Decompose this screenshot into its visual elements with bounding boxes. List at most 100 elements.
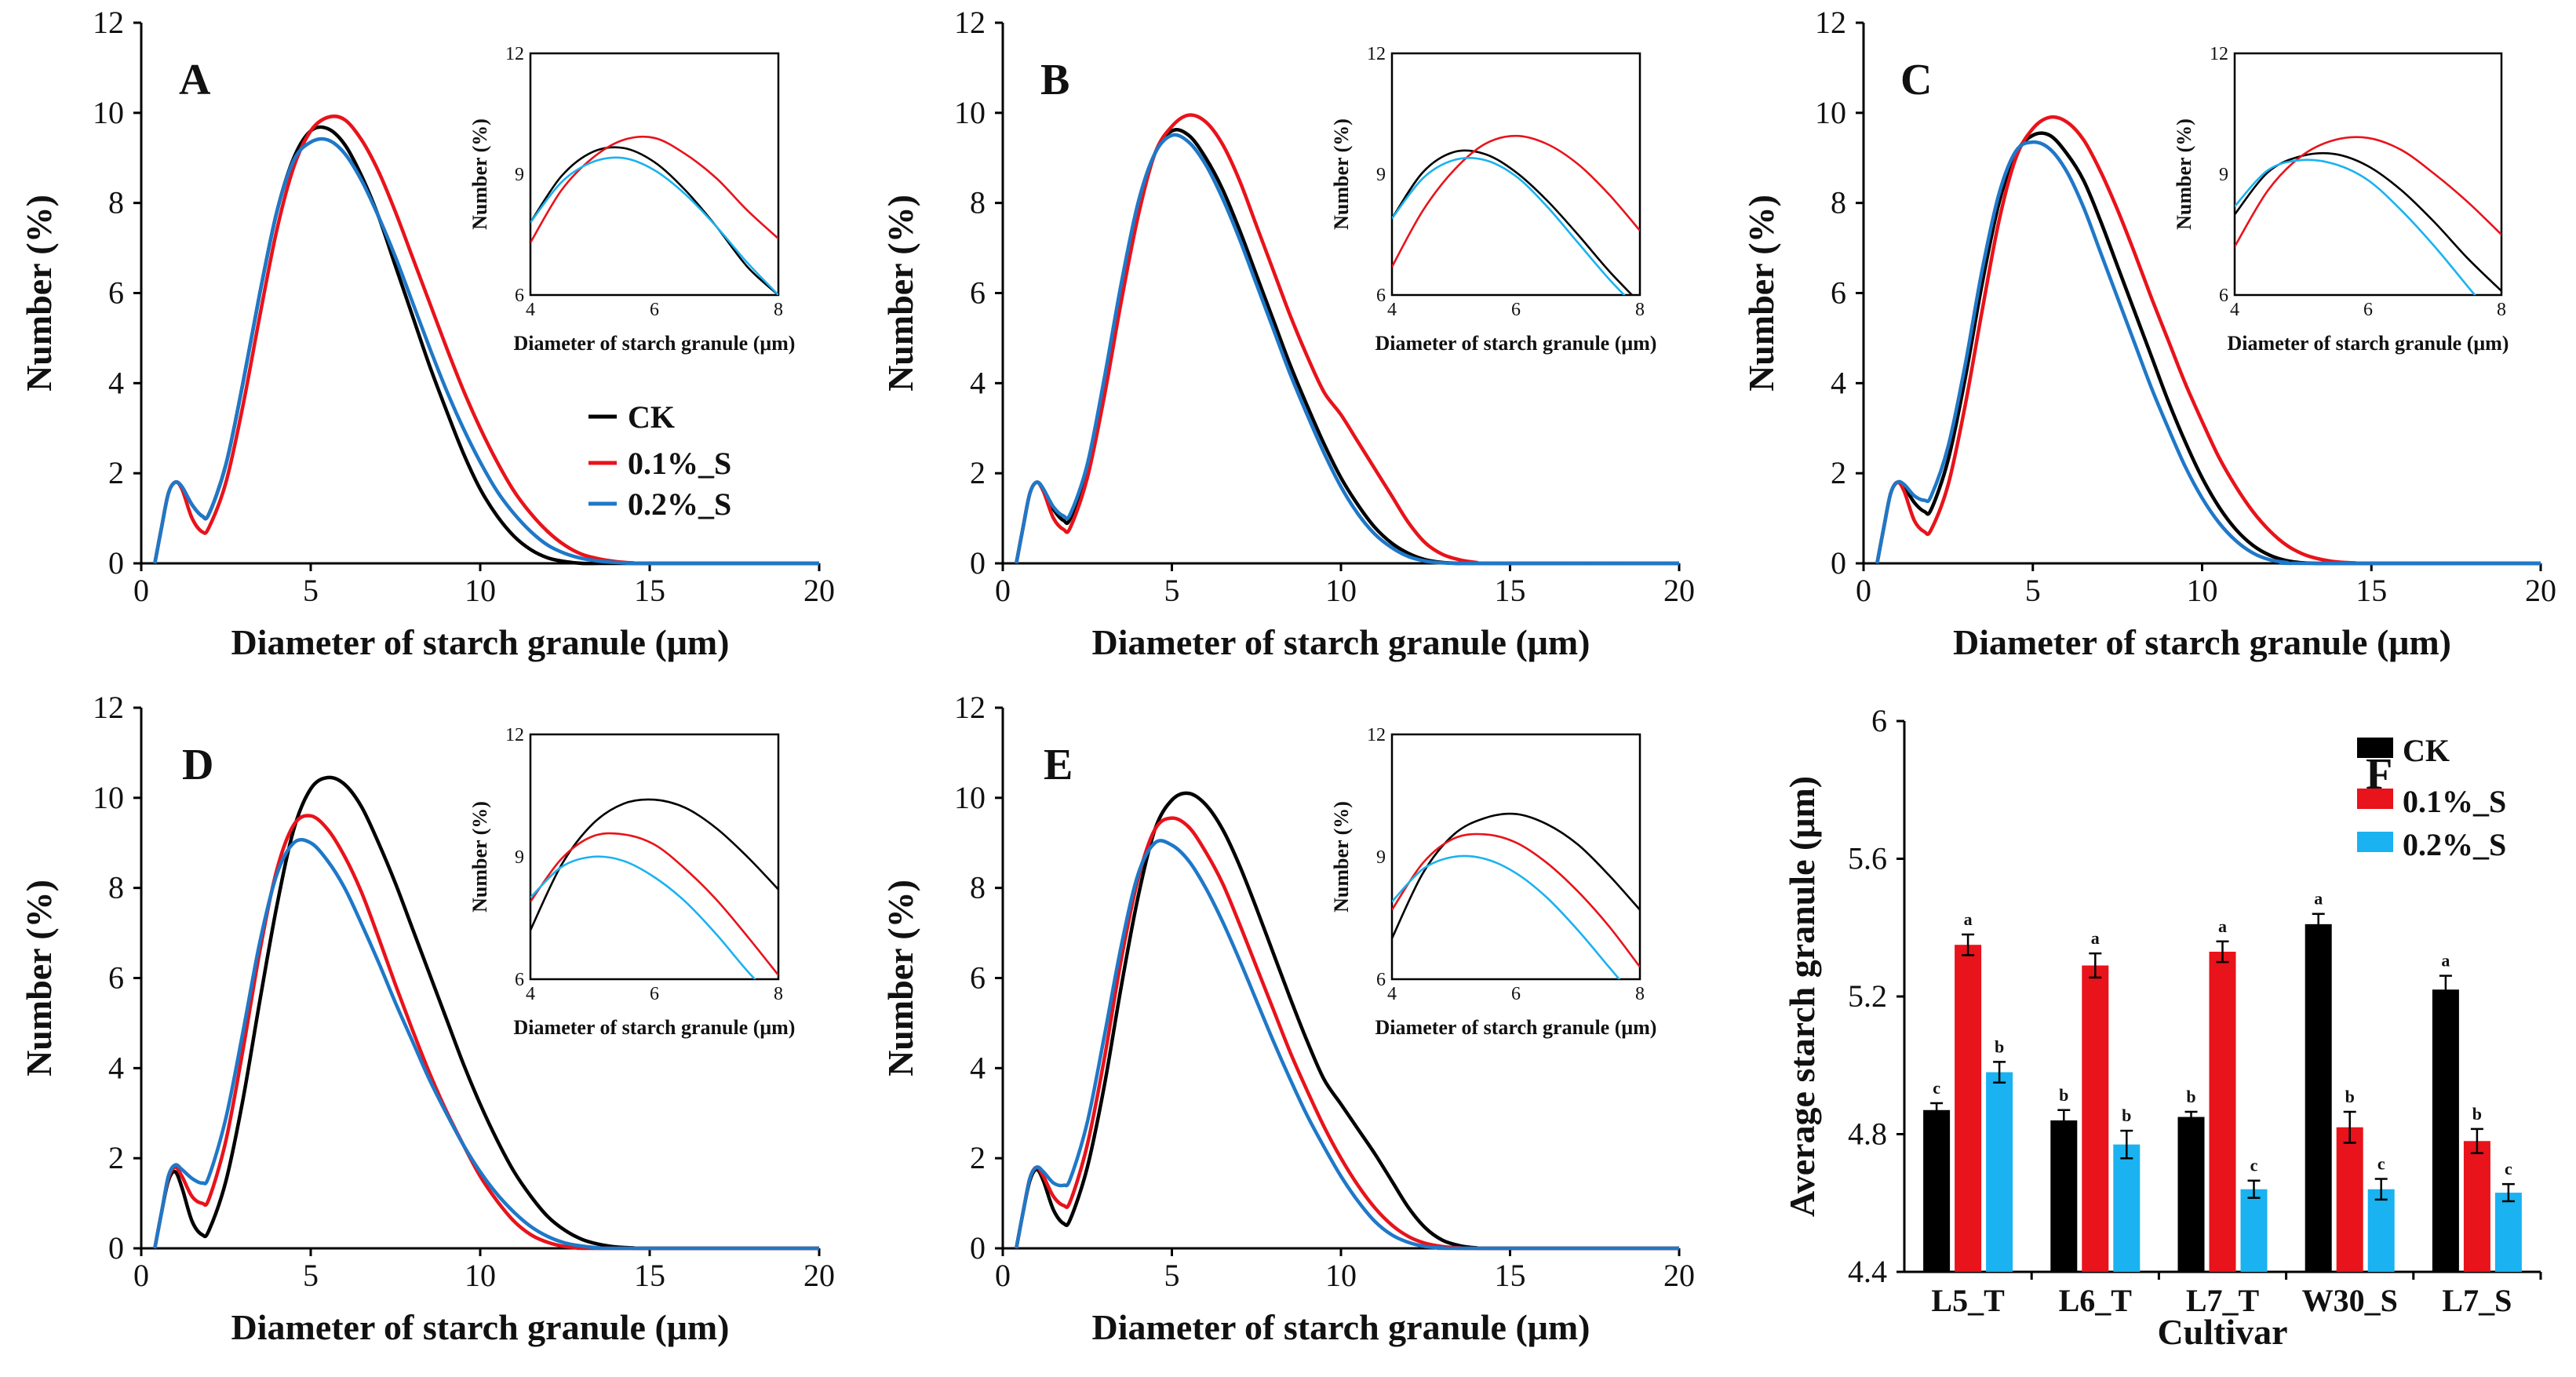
y-tick-label: 5.2: [1848, 978, 1887, 1014]
y-tick-label: 6: [1831, 275, 1846, 311]
inset-y-tick-label: 12: [505, 725, 524, 745]
inset-series-line-01_S: [1392, 832, 1640, 968]
x-tick-label: 10: [465, 1258, 496, 1293]
inset-x-axis-title: Diameter of starch granule (μm): [1375, 1016, 1657, 1039]
y-tick-label: 4: [970, 365, 986, 400]
x-tick-label: 5: [303, 573, 319, 608]
series-line-CK: [1015, 128, 1679, 566]
y-tick-label: 4: [108, 365, 124, 400]
significance-letter: b: [2345, 1087, 2355, 1106]
inset-x-tick-label: 4: [526, 984, 535, 1004]
x-category-label: L5_T: [1931, 1283, 2005, 1318]
bar-02_S-L7_T: [2240, 1189, 2268, 1272]
series-line-02_S: [1015, 133, 1679, 566]
x-axis-title: Diameter of starch granule (μm): [1953, 622, 2451, 662]
x-tick-label: 0: [995, 573, 1011, 608]
inset-y-tick-label: 6: [515, 286, 524, 306]
y-tick-label: 12: [954, 690, 986, 725]
inset-x-tick-label: 6: [1511, 300, 1521, 320]
significance-letter: a: [2218, 916, 2227, 936]
y-tick-label: 0: [1831, 545, 1846, 581]
chart-panel-f: 4.4 4.8 5.2 5.6 6 L5_T c a b L6_T b a b L7_T b a c W30_S a…: [1782, 703, 2542, 1352]
y-tick-label: 6: [970, 275, 986, 311]
inset-x-tick-label: 8: [774, 300, 783, 320]
legend-label: CK: [628, 399, 675, 435]
inset-series-line-CK: [1392, 812, 1640, 939]
y-tick-label: 5.6: [1848, 841, 1887, 876]
y-tick-label: 10: [93, 780, 124, 815]
y-axis-title: Number (%): [880, 880, 920, 1076]
panel-label: C: [1900, 56, 1932, 104]
inset-y-tick-label: 6: [515, 970, 524, 990]
series-line-01_S: [1875, 115, 2541, 566]
x-tick-label: 0: [133, 573, 149, 608]
x-tick-label: 0: [133, 1258, 149, 1293]
y-axis-title: Number (%): [19, 880, 59, 1076]
significance-letter: c: [2505, 1159, 2512, 1178]
panel-label: E: [1044, 741, 1073, 789]
series-line-02_S: [1015, 839, 1680, 1251]
inset-x-tick-label: 4: [1387, 984, 1397, 1004]
inset-series-line-CK: [530, 146, 778, 295]
y-tick-label: 4: [108, 1050, 124, 1085]
y-tick-label: 0: [970, 545, 986, 581]
x-tick-label: 0: [995, 1258, 1011, 1293]
significance-letter: a: [2091, 928, 2100, 948]
bar-CK-L5_T: [1923, 1109, 1951, 1272]
y-tick-label: 4: [1831, 365, 1846, 400]
legend-swatch: [2357, 738, 2393, 758]
x-tick-label: 15: [1495, 573, 1526, 608]
y-tick-label: 8: [1831, 185, 1846, 220]
y-tick-label: 4.8: [1848, 1117, 1887, 1152]
legend-swatch: [2357, 832, 2393, 852]
inset-series-line-CK: [530, 798, 778, 931]
legend-label: CK: [2403, 733, 2450, 768]
y-tick-label: 8: [108, 185, 124, 220]
inset-x-axis-title: Diameter of starch granule (μm): [2228, 332, 2509, 355]
inset-y-axis-title: Number (%): [2173, 118, 2195, 230]
series-line-01_S: [1015, 113, 1680, 566]
x-tick-label: 10: [465, 573, 496, 608]
significance-letter: a: [2314, 889, 2323, 909]
significance-letter: b: [2122, 1106, 2131, 1125]
x-axis-title: Diameter of starch granule (μm): [231, 1307, 730, 1347]
series-line-CK: [153, 775, 820, 1251]
inset-x-tick-label: 4: [526, 300, 535, 320]
x-axis-title: Diameter of starch granule (μm): [1092, 622, 1590, 662]
x-tick-label: 10: [2187, 573, 2218, 608]
x-tick-label: 5: [1164, 1258, 1180, 1293]
y-tick-label: 4.4: [1848, 1254, 1887, 1289]
x-tick-label: 20: [803, 573, 835, 608]
significance-letter: b: [2472, 1104, 2482, 1124]
inset-y-tick-label: 9: [1376, 165, 1386, 185]
bar-01_S-L7_S: [2463, 1141, 2490, 1272]
inset-series-line-02_S: [530, 156, 778, 295]
bar-CK-L7_S: [2432, 989, 2459, 1272]
inset-y-tick-label: 12: [2210, 44, 2228, 64]
y-axis-title: Number (%): [1741, 195, 1781, 392]
y-tick-label: 10: [954, 95, 986, 130]
bar-01_S-W30_S: [2336, 1127, 2363, 1272]
inset-y-tick-label: 12: [1367, 44, 1386, 64]
x-tick-label: 20: [1663, 573, 1695, 608]
inset-y-tick-label: 9: [2219, 165, 2228, 185]
legend-label: 0.2%_S: [628, 486, 731, 522]
y-tick-label: 2: [108, 455, 124, 490]
inset-y-tick-label: 6: [1376, 286, 1386, 306]
x-category-label: W30_S: [2302, 1283, 2398, 1318]
y-tick-label: 10: [93, 95, 124, 130]
significance-letter: a: [2441, 951, 2450, 971]
y-tick-label: 6: [1871, 703, 1887, 738]
inset-y-tick-label: 9: [515, 847, 524, 868]
significance-letter: c: [1933, 1078, 1940, 1098]
y-axis-title: Number (%): [880, 195, 920, 392]
y-axis-title: Number (%): [19, 195, 59, 392]
inset-series-line-02_S: [1392, 157, 1626, 295]
bar-CK-W30_S: [2305, 923, 2332, 1272]
bar-01_S-L7_T: [2209, 951, 2236, 1272]
bar-02_S-W30_S: [2367, 1189, 2395, 1272]
y-tick-label: 0: [108, 545, 124, 581]
